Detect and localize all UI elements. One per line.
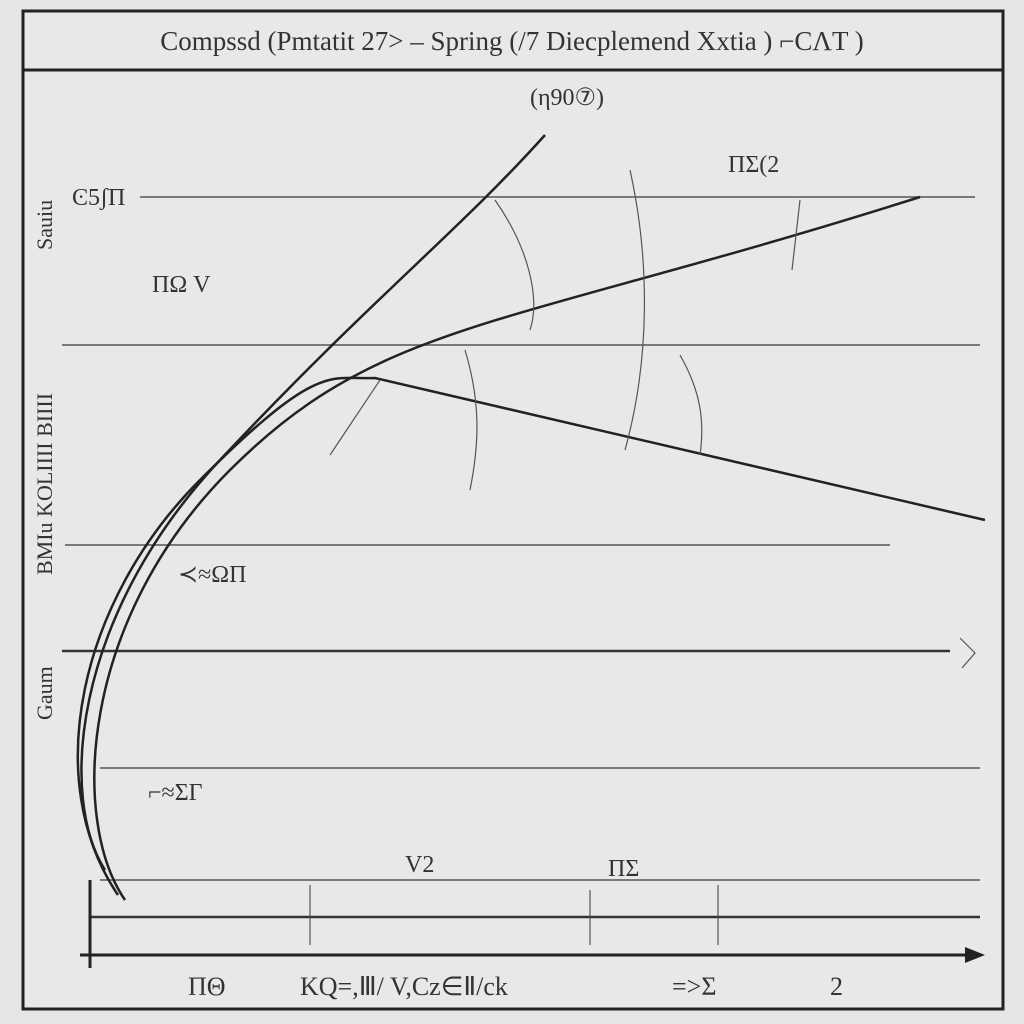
axis-label: KQ=,Ⅲ/ V,Cz∈Ⅱ/ck [300,972,508,1001]
label: ⌐≈ΣΓ [148,780,203,806]
side-label: Gaum [32,666,57,720]
title: Compssd (Pmtatit 27> – Spring (/7 Diecpl… [160,26,863,56]
axis-label: ΠΘ [188,972,226,1001]
arc [679,354,703,456]
arc [494,199,535,331]
axis-label: =>Σ [672,972,716,1001]
side-label: BMIu KOLIIII BIIII [32,393,57,575]
axis-label: 2 [830,972,843,1001]
label: ΠΩ V [152,272,211,298]
label: ≺≈ΩΠ [178,562,246,588]
arrowhead [965,947,985,963]
curve [93,195,921,901]
side-labels: Sauiu BMIu KOLIIII BIIII Gaum [32,200,57,720]
arc [329,379,381,456]
arrowhead [959,637,976,669]
arc [791,199,801,271]
label: (η90⑦) [530,85,604,111]
frame [21,9,1005,1011]
label: ΠΣ(2 [728,152,779,178]
label: Ͼ5ʃΠ [72,185,125,211]
arc [464,349,478,491]
axis-labels: ΠΘ KQ=,Ⅲ/ V,Cz∈Ⅱ/ck =>Σ 2 [188,972,843,1001]
label: V2 [405,852,434,878]
side-label: Sauiu [32,200,57,250]
axes [80,880,985,968]
label: ΠΣ [608,856,639,882]
curves [76,134,986,901]
arc [624,169,646,451]
grid-lines [62,196,980,919]
curve [76,376,986,896]
labels: (η90⑦) ΠΣ(2 Ͼ5ʃΠ ΠΩ V ≺≈ΩΠ ⌐≈ΣΓ V2 ΠΣ [72,85,779,882]
